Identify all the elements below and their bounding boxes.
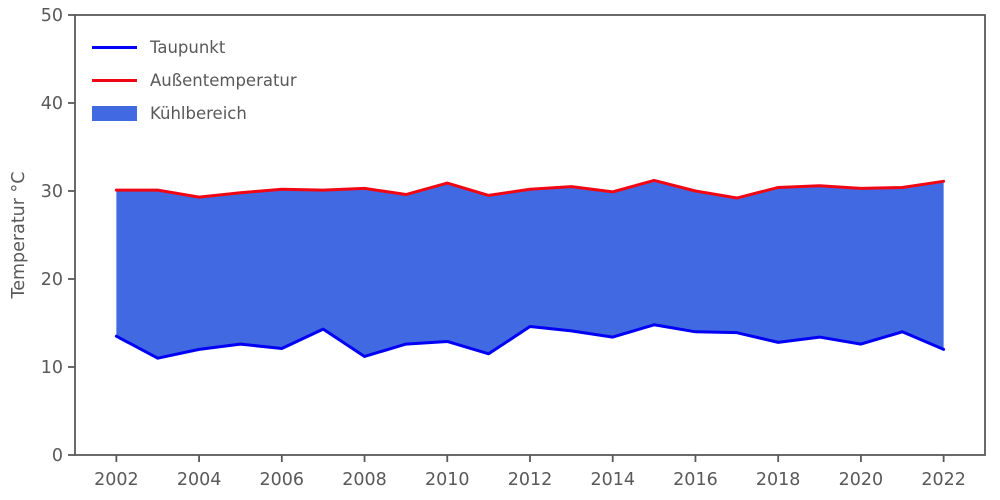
kuehlbereich-area [116,180,944,359]
x-tick-label: 2014 [590,470,635,490]
y-tick-label: 20 [41,270,63,290]
x-tick-label: 2022 [921,470,966,490]
aussentemperatur-line [114,178,946,200]
y-tick-label: 40 [41,94,63,114]
x-tick-label: 2006 [260,470,305,490]
legend-label-aussentemperatur: Außentemperatur [150,70,297,90]
y-tick-label: 50 [41,6,63,26]
x-tick-label: 2012 [508,470,553,490]
y-tick-label: 0 [52,446,63,466]
x-tick-label: 2018 [756,470,801,490]
x-tick-label: 2020 [839,470,884,490]
taupunkt-line-swatch-icon [92,45,137,49]
y-tick-label: 10 [41,358,63,378]
legend-label-kuehlbereich: Kühlbereich [150,103,247,123]
legend-item-taupunkt: Taupunkt [92,36,297,58]
kuehlbereich-area-swatch-icon [92,105,137,121]
x-tick-label: 2010 [425,470,470,490]
legend-item-aussentemperatur: Außentemperatur [92,69,297,91]
y-axis-label: Temperatur °C [9,171,29,299]
x-tick-label: 2004 [177,470,222,490]
x-tick-label: 2008 [342,470,387,490]
legend-item-kuehlbereich: Kühlbereich [92,102,297,124]
legend-label-taupunkt: Taupunkt [150,37,226,57]
chart-legend: Taupunkt Außentemperatur Kühlbereich [92,36,297,124]
aussentemperatur-line-swatch-icon [92,78,137,82]
x-tick-label: 2002 [94,470,139,490]
y-tick-label: 30 [41,182,63,202]
x-tick-label: 2016 [673,470,718,490]
taupunkt-line [114,323,946,360]
